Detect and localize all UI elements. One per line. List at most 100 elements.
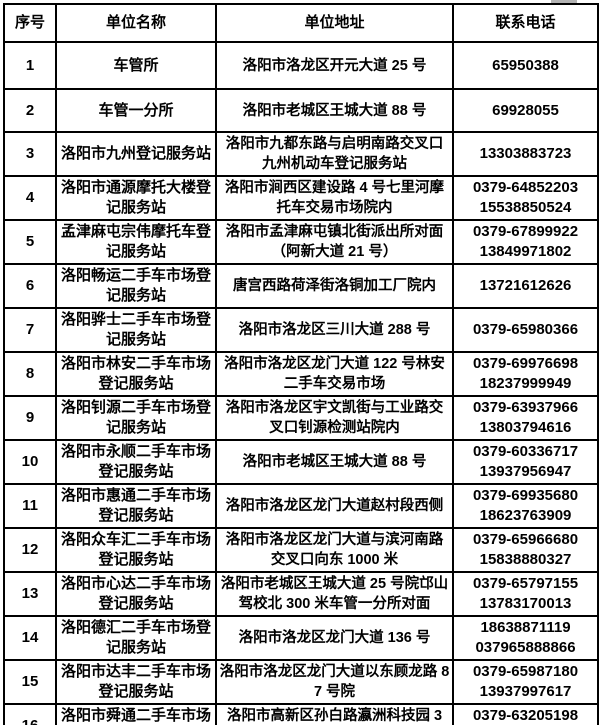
phone-number: 0379-60336717 (472, 443, 579, 460)
table-row: 13 洛阳市心达二手车市场登记服务站 洛阳市老城区王城大道 25 号院邙山驾校北… (3, 571, 599, 617)
phone-number: 037965888866 (475, 639, 576, 656)
unit-name-cell: 洛阳市惠通二手车市场登记服务站 (55, 483, 217, 529)
unit-name-cell: 洛阳市达丰二手车市场登记服务站 (55, 659, 217, 705)
phone-number: 13937997617 (479, 683, 572, 700)
unit-address-cell: 洛阳市九都东路与启明南路交叉口九州机动车登记服务站 (215, 131, 454, 177)
row-number-cell: 13 (3, 571, 57, 617)
phone-cell: 0379-65797155 13783170013 (452, 571, 599, 617)
unit-address-cell: 洛阳市涧西区建设路 4 号七里河摩托车交易市场院内 (215, 175, 454, 221)
phone-number: 65950388 (492, 56, 559, 74)
table-row: 15 洛阳市达丰二手车市场登记服务站 洛阳市洛龙区龙门大道以东顾龙路 87 号院… (3, 659, 599, 705)
row-number-cell: 4 (3, 175, 57, 221)
unit-name-cell: 洛阳市舜通二手车市场登记服务站 (55, 703, 217, 725)
phone-cell: 0379-65966680 15838880327 (452, 527, 599, 573)
phone-cell: 0379-63937966 13803794616 (452, 395, 599, 441)
unit-address-cell: 洛阳市高新区孙白路瀛洲科技园 3 号舜通物流园内 (215, 703, 454, 725)
table-row: 6 洛阳畅运二手车市场登记服务站 唐宫西路荷泽街洛铜加工厂院内 13721612… (3, 263, 599, 309)
unit-address-cell: 洛阳市洛龙区龙门大道赵村段西侧 (215, 483, 454, 529)
table-row: 7 洛阳骅士二手车市场登记服务站 洛阳市洛龙区三川大道 288 号 0379-6… (3, 307, 599, 353)
row-number-cell: 10 (3, 439, 57, 485)
table-body: 序号 单位名称 单位地址 联系电话 1 车管所 洛阳市洛龙区开元大道 25 号 … (3, 3, 599, 725)
table-row: 5 孟津麻屯宗伟摩托车登记服务站 洛阳市孟津麻屯镇北街派出所对面（阿新大道 21… (3, 219, 599, 265)
row-number-cell: 15 (3, 659, 57, 705)
phone-number: 0379-69976698 (472, 355, 579, 372)
row-number-cell: 8 (3, 351, 57, 397)
unit-address-cell: 洛阳市洛龙区开元大道 25 号 (215, 41, 454, 90)
unit-address-cell: 洛阳市洛龙区龙门大道以东顾龙路 87 号院 (215, 659, 454, 705)
phone-number: 13303883723 (479, 145, 572, 162)
phone-number: 0379-65980366 (472, 321, 579, 338)
phone-number: 13849971802 (479, 243, 572, 260)
table-row: 8 洛阳市林安二手车市场登记服务站 洛阳市洛龙区龙门大道 122 号林安二手车交… (3, 351, 599, 397)
unit-address-cell: 洛阳市老城区王城大道 88 号 (215, 439, 454, 485)
phone-number: 0379-65797155 (472, 575, 579, 592)
phone-number: 0379-63205198 (472, 707, 579, 724)
phone-number: 69928055 (492, 101, 559, 119)
unit-address-cell: 洛阳市洛龙区宇文凯街与工业路交叉口钊源检测站院内 (215, 395, 454, 441)
unit-address-cell: 洛阳市孟津麻屯镇北街派出所对面（阿新大道 21 号） (215, 219, 454, 265)
phone-number: 13721612626 (479, 277, 572, 294)
table-row: 9 洛阳钊源二手车市场登记服务站 洛阳市洛龙区宇文凯街与工业路交叉口钊源检测站院… (3, 395, 599, 441)
phone-cell: 0379-67899922 13849971802 (452, 219, 599, 265)
row-number-cell: 2 (3, 88, 57, 133)
phone-cell: 18638871119 037965888866 (452, 615, 599, 661)
unit-name-cell: 洛阳市林安二手车市场登记服务站 (55, 351, 217, 397)
unit-address-cell: 洛阳市洛龙区龙门大道与滨河南路交叉口向东 1000 米 (215, 527, 454, 573)
phone-number: 15838880327 (479, 551, 572, 568)
phone-cell: 13721612626 (452, 263, 599, 309)
unit-address-cell: 洛阳市洛龙区龙门大道 136 号 (215, 615, 454, 661)
table-row: 10 洛阳市永顺二手车市场登记服务站 洛阳市老城区王城大道 88 号 0379-… (3, 439, 599, 485)
phone-number: 18237999949 (479, 375, 572, 392)
row-number-cell: 16 (3, 703, 57, 725)
phone-cell: 0379-63205198 16637985101 (452, 703, 599, 725)
phone-cell: 65950388 (452, 41, 599, 90)
table-row: 3 洛阳市九州登记服务站 洛阳市九都东路与启明南路交叉口九州机动车登记服务站 1… (3, 131, 599, 177)
row-number-cell: 14 (3, 615, 57, 661)
unit-name-cell: 洛阳市九州登记服务站 (55, 131, 217, 177)
col-header-no: 序号 (3, 3, 57, 43)
col-header-unit-name: 单位名称 (55, 3, 217, 43)
unit-name-cell: 洛阳骅士二手车市场登记服务站 (55, 307, 217, 353)
col-header-phone: 联系电话 (452, 3, 599, 43)
screen-artifact (551, 0, 577, 3)
phone-cell: 0379-60336717 13937956947 (452, 439, 599, 485)
table-row: 4 洛阳市通源摩托大楼登记服务站 洛阳市涧西区建设路 4 号七里河摩托车交易市场… (3, 175, 599, 221)
unit-address-cell: 洛阳市洛龙区龙门大道 122 号林安二手车交易市场 (215, 351, 454, 397)
phone-cell: 0379-65987180 13937997617 (452, 659, 599, 705)
unit-address-cell: 唐宫西路荷泽街洛铜加工厂院内 (215, 263, 454, 309)
phone-number: 0379-63937966 (472, 399, 579, 416)
unit-name-cell: 洛阳钊源二手车市场登记服务站 (55, 395, 217, 441)
phone-cell: 0379-64852203 15538850524 (452, 175, 599, 221)
phone-number: 18638871119 (480, 619, 571, 636)
table-row: 16 洛阳市舜通二手车市场登记服务站 洛阳市高新区孙白路瀛洲科技园 3 号舜通物… (3, 703, 599, 725)
row-number-cell: 12 (3, 527, 57, 573)
row-number-cell: 11 (3, 483, 57, 529)
table-header-row: 序号 单位名称 单位地址 联系电话 (3, 3, 599, 43)
unit-name-cell: 洛阳市通源摩托大楼登记服务站 (55, 175, 217, 221)
unit-name-cell: 洛阳德汇二手车市场登记服务站 (55, 615, 217, 661)
phone-number: 18623763909 (479, 507, 572, 524)
table-row: 1 车管所 洛阳市洛龙区开元大道 25 号 65950388 (3, 41, 599, 90)
table-row: 11 洛阳市惠通二手车市场登记服务站 洛阳市洛龙区龙门大道赵村段西侧 0379-… (3, 483, 599, 529)
unit-name-cell: 洛阳众车汇二手车市场登记服务站 (55, 527, 217, 573)
unit-name-cell: 孟津麻屯宗伟摩托车登记服务站 (55, 219, 217, 265)
row-number-cell: 7 (3, 307, 57, 353)
phone-number: 13803794616 (479, 419, 572, 436)
unit-address-cell: 洛阳市洛龙区三川大道 288 号 (215, 307, 454, 353)
phone-number: 0379-64852203 (472, 179, 579, 196)
table-row: 12 洛阳众车汇二手车市场登记服务站 洛阳市洛龙区龙门大道与滨河南路交叉口向东 … (3, 527, 599, 573)
row-number-cell: 6 (3, 263, 57, 309)
registration-stations-table: 序号 单位名称 单位地址 联系电话 1 车管所 洛阳市洛龙区开元大道 25 号 … (3, 3, 599, 725)
phone-cell: 0379-69976698 18237999949 (452, 351, 599, 397)
row-number-cell: 5 (3, 219, 57, 265)
row-number-cell: 3 (3, 131, 57, 177)
table-row: 14 洛阳德汇二手车市场登记服务站 洛阳市洛龙区龙门大道 136 号 18638… (3, 615, 599, 661)
table-row: 2 车管一分所 洛阳市老城区王城大道 88 号 69928055 (3, 88, 599, 133)
phone-cell: 0379-65980366 (452, 307, 599, 353)
phone-number: 0379-67899922 (472, 223, 579, 240)
phone-number: 13937956947 (479, 463, 572, 480)
unit-name-cell: 车管所 (55, 41, 217, 90)
col-header-unit-address: 单位地址 (215, 3, 454, 43)
phone-number: 0379-69935680 (472, 487, 579, 504)
